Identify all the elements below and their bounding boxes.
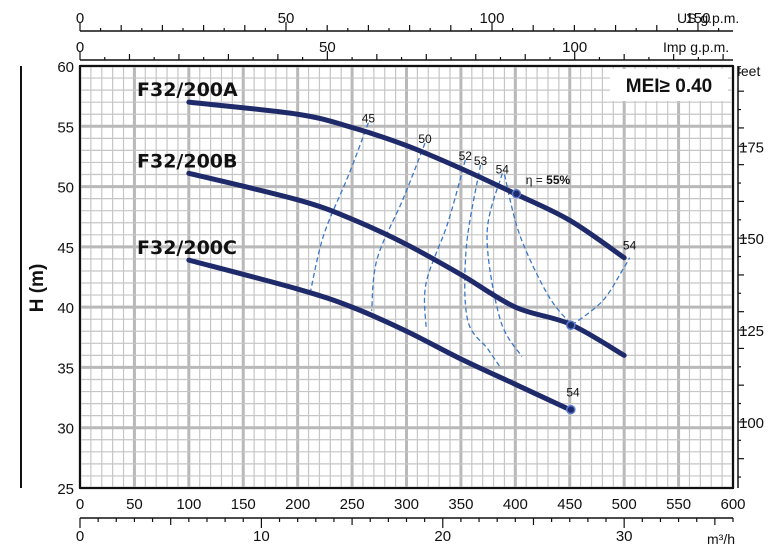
plot-border [79,65,734,489]
axes: 0 50 100 150 200 250 300 350 400 450 500 550 6002530… [20,10,764,545]
efficiency-label: 54 [496,162,510,176]
x-tick-label: 600 [720,496,745,513]
efficiency-isoline [423,159,466,328]
grid [78,64,735,490]
efficiency-isoline [371,142,426,311]
best-efficiency-point [566,320,576,330]
m3h-tick-label: 0 [76,528,84,545]
y-tick-label: 60 [57,59,74,76]
efficiency-label: η = 55% [526,173,571,187]
mei-badge-text: MEI≥ 0.40 [626,76,712,97]
x-tick-label: 550 [666,496,691,513]
x-tick-label: 200 [285,496,310,513]
feet-tick-label: 125 [739,323,764,340]
us-gpm-tick-label: 150 [685,10,710,27]
curve-label-f32-200b: F32/200B [137,150,238,172]
m3h-tick-label: 30 [616,528,633,545]
imp-gpm-tick-label: 50 [319,39,336,56]
x-tick-label: 450 [557,496,582,513]
us-gpm-tick-label: 100 [479,10,504,27]
mei-badge: MEI≥ 0.40 [610,69,728,101]
pump-curve-f32-200a [186,99,627,261]
y-tick-label: 55 [57,119,74,136]
us-gpm-tick-label: 0 [76,10,84,27]
imp-gpm-unit-label: Imp g.p.m. [663,39,729,55]
best-efficiency-point [566,404,576,415]
imp-gpm-tick-label: 0 [76,39,84,56]
y-axis-label: H (m) [27,264,48,313]
feet-tick-label: 100 [739,415,764,432]
y-tick-label: 25 [57,481,74,498]
y-tick-label: 30 [57,421,74,438]
curve-label-f32-200a: F32/200A [137,79,238,101]
x-tick-label: 400 [503,496,528,513]
best-efficiency-point [511,189,522,199]
x-tick-label: 250 [340,496,365,513]
efficiency-isoline [464,164,502,369]
x-tick-label: 0 [76,496,84,513]
x-tick-label: 50 [126,496,143,513]
efficiency-isoline [571,257,631,326]
efficiency-label: 54 [566,385,580,399]
feet-tick-label: 175 [739,139,764,156]
x-tick-label: 300 [394,496,419,513]
feet-unit-label: feet [737,63,760,79]
x-tick-label: 150 [231,496,256,513]
y-tick-label: 40 [57,300,74,317]
x-tick-label: 500 [612,496,637,513]
us-gpm-tick-label: 50 [278,10,295,27]
m3h-tick-label: 20 [434,528,451,545]
y-tick-label: 35 [57,360,74,377]
x-tick-label: 100 [176,496,201,513]
x-tick-label: 350 [448,496,473,513]
feet-tick-label: 150 [739,231,764,248]
efficiency-label: 54 [623,238,637,252]
m3h-tick-label: 10 [253,528,270,545]
efficiency-isoline [486,173,523,357]
y-tick-label: 45 [57,240,74,257]
us-gpm-unit-label: US g.p.m. [677,10,739,26]
y-tick-label: 50 [57,180,74,197]
efficiency-labels: 45 50 52 53 54 η = 55% 54 54 [362,112,637,400]
curve-label-f32-200c: F32/200C [137,237,237,259]
pump-curve-f32-200b [186,170,627,358]
efficiency-isolines [310,122,631,369]
pump-curves [186,99,627,415]
imp-gpm-tick-label: 100 [562,39,587,56]
efficiency-label: 53 [474,154,488,168]
efficiency-isoline [310,122,370,291]
efficiency-label: 50 [418,132,432,146]
efficiency-label: 52 [459,149,473,163]
m3h-unit-label: m³/h [707,531,735,547]
curve-labels: F32/200A F32/200B F32/200C [137,79,238,259]
pump-curve-f32-200c [186,257,573,413]
efficiency-label: 45 [362,112,376,126]
efficiency-isoline [503,174,573,326]
plot-frame [79,65,734,489]
